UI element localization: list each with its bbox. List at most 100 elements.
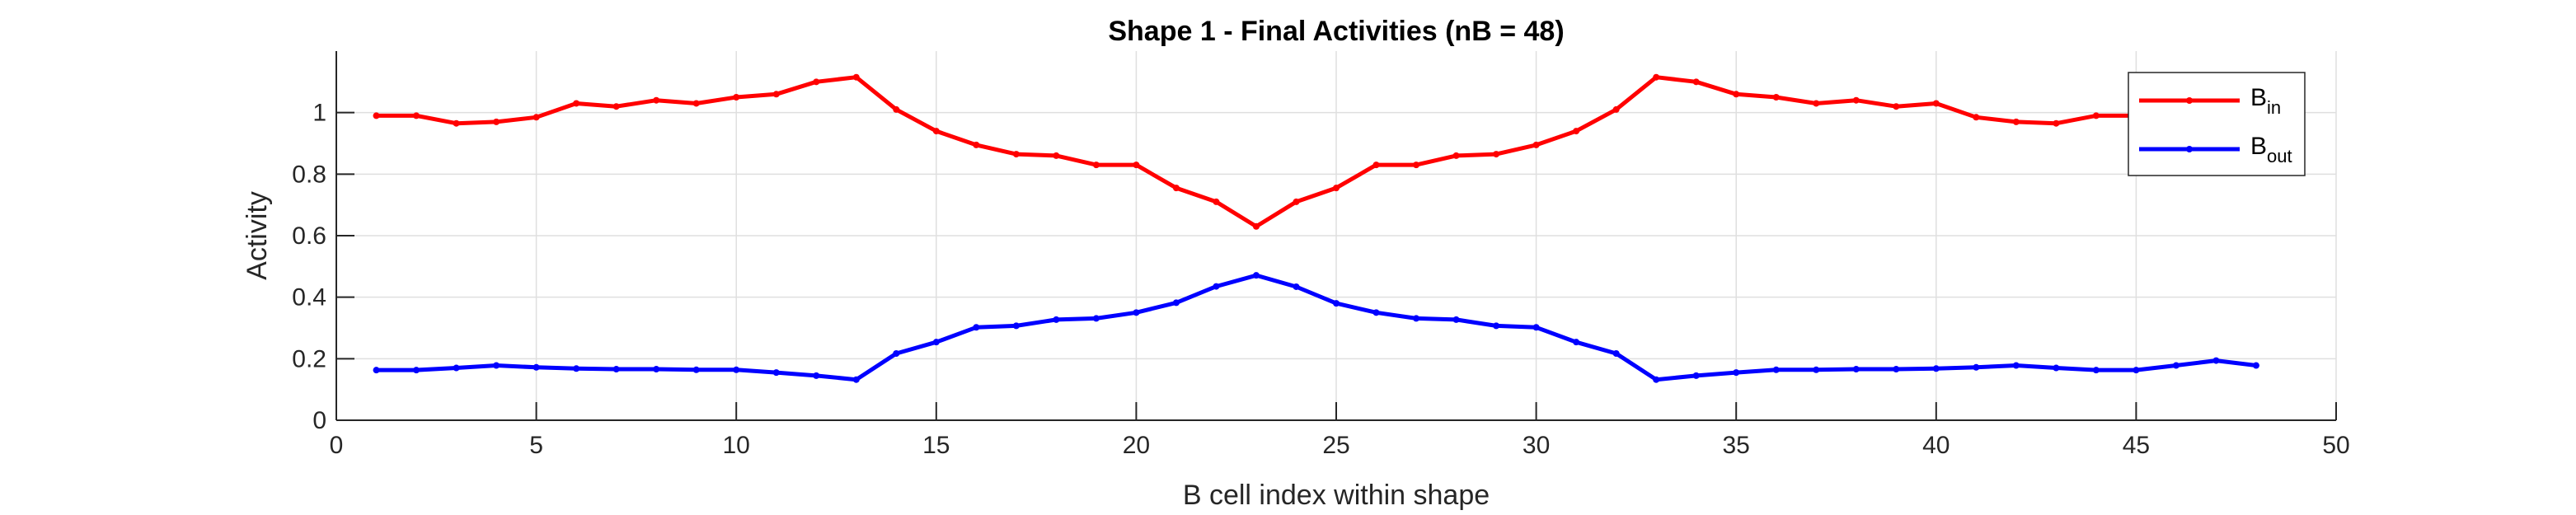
data-point-b-in bbox=[1932, 100, 1940, 107]
data-point-b-in bbox=[1772, 94, 1780, 101]
data-point-b-out bbox=[1653, 376, 1660, 383]
x-tick-label: 10 bbox=[723, 432, 750, 459]
data-point-b-out bbox=[1612, 349, 1620, 357]
data-point-b-out bbox=[973, 324, 980, 331]
data-point-b-out bbox=[1813, 366, 1820, 373]
data-point-b-in bbox=[1293, 198, 1300, 205]
data-point-b-out bbox=[1772, 366, 1780, 373]
data-point-b-out bbox=[573, 365, 580, 372]
data-point-b-out bbox=[1333, 300, 1340, 307]
data-point-b-in bbox=[493, 118, 500, 125]
data-point-b-in bbox=[453, 119, 460, 127]
data-point-b-in bbox=[1893, 103, 1900, 110]
data-point-b-in bbox=[2012, 118, 2020, 125]
data-point-b-in bbox=[1133, 162, 1140, 169]
y-tick-label: 0.4 bbox=[292, 284, 326, 311]
y-axis-label: Activity bbox=[242, 191, 273, 280]
data-point-b-in bbox=[1573, 128, 1580, 135]
data-point-b-out bbox=[2012, 362, 2020, 369]
data-point-b-out bbox=[1573, 339, 1580, 346]
x-tick-label: 40 bbox=[1922, 432, 1950, 459]
data-point-b-out bbox=[2092, 367, 2100, 374]
data-point-b-out bbox=[1852, 366, 1860, 373]
data-point-b-in bbox=[1252, 222, 1260, 230]
data-point-b-out bbox=[1172, 299, 1180, 307]
data-series bbox=[373, 73, 2259, 383]
data-point-b-in bbox=[813, 78, 820, 86]
data-point-b-out bbox=[1293, 283, 1300, 290]
data-point-b-out bbox=[932, 339, 940, 346]
x-tick-label: 30 bbox=[1523, 432, 1550, 459]
legend-box bbox=[2128, 72, 2306, 176]
legend: Bin Bout bbox=[2128, 72, 2306, 176]
data-point-b-in bbox=[653, 96, 660, 104]
data-point-b-out bbox=[1932, 365, 1940, 372]
data-point-b-in bbox=[1092, 162, 1100, 169]
data-point-b-out bbox=[852, 376, 860, 383]
data-point-b-out bbox=[2252, 362, 2259, 369]
data-point-b-in bbox=[2053, 119, 2060, 127]
y-tick-label: 0.6 bbox=[292, 222, 326, 250]
data-point-b-in bbox=[1172, 185, 1180, 192]
x-tick-label: 50 bbox=[2322, 432, 2349, 459]
y-tick-label: 0.8 bbox=[292, 161, 326, 188]
y-tick-label: 1 bbox=[312, 100, 326, 127]
data-point-b-in bbox=[733, 94, 740, 101]
data-point-b-out bbox=[692, 366, 700, 373]
data-point-b-in bbox=[1653, 73, 1660, 81]
data-point-b-in bbox=[533, 114, 540, 121]
data-point-b-in bbox=[973, 141, 980, 148]
data-point-b-out bbox=[453, 364, 460, 372]
data-point-b-out bbox=[413, 367, 420, 374]
data-point-b-out bbox=[733, 366, 740, 373]
data-point-b-in bbox=[1692, 78, 1700, 86]
data-point-b-in bbox=[1813, 100, 1820, 107]
data-point-b-in bbox=[413, 112, 420, 119]
data-point-b-out bbox=[493, 362, 500, 369]
legend-marker-b-in bbox=[2186, 97, 2193, 104]
series-b-in bbox=[373, 73, 2140, 230]
data-point-b-out bbox=[1733, 369, 1740, 377]
x-tick-label: 45 bbox=[2123, 432, 2150, 459]
data-point-b-in bbox=[1532, 141, 1540, 148]
data-point-b-out bbox=[1053, 316, 1060, 323]
legend-label-b-out: Bout bbox=[2250, 133, 2292, 166]
data-point-b-in bbox=[1612, 105, 1620, 113]
x-tick-label: 0 bbox=[330, 432, 344, 459]
data-point-b-out bbox=[1452, 316, 1460, 323]
data-point-b-in bbox=[573, 100, 580, 107]
data-point-b-out bbox=[1213, 283, 1220, 290]
data-point-b-out bbox=[1692, 372, 1700, 379]
x-tick-label: 35 bbox=[1723, 432, 1750, 459]
tick-labels: 0 5 10 15 20 25 30 35 40 45 50 0 0.2 0.4 0.6 0.8 1 bbox=[292, 100, 2349, 459]
data-point-b-out bbox=[1372, 309, 1380, 316]
data-point-b-in bbox=[612, 103, 620, 110]
data-point-b-in bbox=[1333, 185, 1340, 192]
data-point-b-in bbox=[692, 100, 700, 107]
data-point-b-out bbox=[1493, 322, 1500, 330]
data-point-b-in bbox=[1372, 162, 1380, 169]
data-point-b-in bbox=[1413, 162, 1420, 169]
data-point-b-out bbox=[1973, 363, 1980, 371]
data-point-b-in bbox=[1493, 151, 1500, 158]
data-point-b-out bbox=[612, 366, 620, 373]
data-point-b-in bbox=[1452, 152, 1460, 159]
data-point-b-out bbox=[1092, 315, 1100, 322]
series-line-b-out bbox=[376, 273, 2257, 382]
x-tick-label: 25 bbox=[1322, 432, 1349, 459]
data-point-b-out bbox=[2212, 357, 2220, 364]
chart-title: Shape 1 - Final Activities (nB = 48) bbox=[1108, 16, 1564, 47]
data-point-b-out bbox=[813, 372, 820, 379]
data-point-b-in bbox=[1053, 152, 1060, 159]
data-point-b-out bbox=[373, 367, 380, 374]
data-point-b-in bbox=[1213, 198, 1220, 205]
data-point-b-in bbox=[893, 105, 900, 113]
x-tick-label: 15 bbox=[922, 432, 950, 459]
data-point-b-in bbox=[1852, 96, 1860, 104]
data-point-b-in bbox=[772, 91, 780, 98]
y-tick-label: 0 bbox=[312, 407, 326, 434]
x-axis-label: B cell index within shape bbox=[1183, 480, 1490, 511]
data-point-b-out bbox=[1012, 322, 1020, 330]
data-point-b-out bbox=[772, 369, 780, 377]
